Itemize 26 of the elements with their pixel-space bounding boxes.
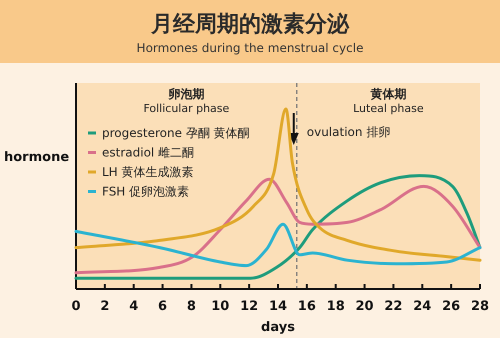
x-tick-label: 4 <box>129 299 138 314</box>
x-tick-label: 10 <box>211 299 230 314</box>
chart-title: 月经周期的激素分泌 <box>150 12 350 37</box>
x-tick-label: 14 <box>268 299 288 314</box>
x-tick-label: 0 <box>71 299 81 314</box>
x-tick-label: 28 <box>470 299 490 314</box>
chart-subtitle: Hormones during the menstrual cycle <box>136 41 364 55</box>
ref-line-label: ovulation 排卵 <box>306 125 390 139</box>
legend-label: estradiol 雌二酮 <box>102 146 194 160</box>
y-axis-title: hormone <box>4 150 70 165</box>
x-tick-label: 20 <box>356 299 374 314</box>
legend-label: LH 黄体生成激素 <box>102 165 194 179</box>
band-label: 卵泡期 Follicular phase <box>143 87 230 115</box>
legend-label: FSH 促卵泡激素 <box>102 184 190 198</box>
x-tick-label: 18 <box>326 299 345 314</box>
x-tick-label: 16 <box>298 299 316 314</box>
x-tick-label: 6 <box>158 299 168 314</box>
x-tick-label: 12 <box>240 299 258 314</box>
x-axis-title: days <box>261 320 296 335</box>
x-tick-label: 26 <box>442 299 460 314</box>
legend-label: progesterone 孕酮 黄体酮 <box>102 126 250 140</box>
band-label: 黄体期 Luteal phase <box>353 87 424 115</box>
x-tick-label: 8 <box>186 299 196 314</box>
x-tick-label: 24 <box>413 299 432 314</box>
x-tick-label: 2 <box>100 299 110 314</box>
x-tick-label: 22 <box>384 299 402 314</box>
